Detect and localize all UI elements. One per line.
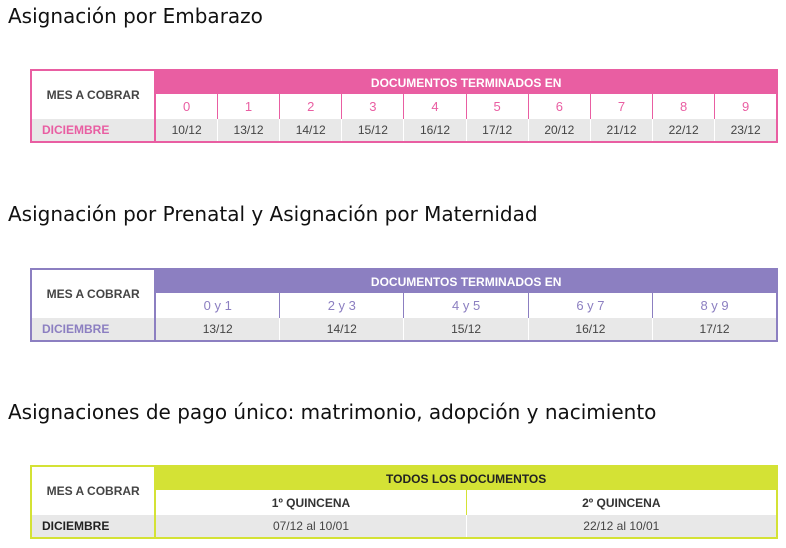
corner-label: MES A COBRAR bbox=[31, 466, 157, 515]
date-cell: 07/12 al 10/01 bbox=[155, 515, 467, 538]
table-header: DOCUMENTOS TERMINADOS EN bbox=[155, 70, 777, 94]
column-label: 4 bbox=[403, 94, 467, 119]
table-embarazo: MES A COBRAR DOCUMENTOS TERMINADOS EN 0 … bbox=[30, 69, 778, 143]
column-label: 8 bbox=[652, 94, 716, 119]
column-label: 8 y 9 bbox=[652, 293, 777, 318]
column-label: 9 bbox=[714, 94, 777, 119]
corner-label: MES A COBRAR bbox=[31, 70, 157, 119]
heading-asignacion-prenatal-maternidad: Asignación por Prenatal y Asignación por… bbox=[8, 202, 538, 226]
date-cell: 22/12 al 10/01 bbox=[466, 515, 778, 538]
column-label: 5 bbox=[466, 94, 529, 119]
column-label: 6 bbox=[528, 94, 591, 119]
column-label: 1 bbox=[217, 94, 281, 119]
column-label: 3 bbox=[341, 94, 405, 119]
column-label: 0 y 1 bbox=[155, 293, 281, 318]
column-label: 0 bbox=[155, 94, 218, 119]
month-label: DICIEMBRE bbox=[31, 318, 157, 341]
date-cell: 23/12 bbox=[714, 119, 778, 142]
date-cell: 10/12 bbox=[155, 119, 218, 142]
table-prenatal-maternidad: MES A COBRAR DOCUMENTOS TERMINADOS EN 0 … bbox=[30, 268, 778, 342]
column-label: 2 y 3 bbox=[279, 293, 405, 318]
date-cell: 22/12 bbox=[652, 119, 716, 142]
corner-label: MES A COBRAR bbox=[31, 269, 157, 318]
column-label: 4 y 5 bbox=[403, 293, 529, 318]
date-cell: 21/12 bbox=[590, 119, 654, 142]
month-label: DICIEMBRE bbox=[31, 119, 157, 142]
table-header: DOCUMENTOS TERMINADOS EN bbox=[155, 269, 777, 293]
table-row: DICIEMBRE 07/12 al 10/01 22/12 al 10/01 bbox=[31, 515, 778, 538]
heading-asignaciones-pago-unico: Asignaciones de pago único: matrimonio, … bbox=[8, 400, 657, 424]
date-cell: 17/12 bbox=[652, 318, 778, 341]
month-label: DICIEMBRE bbox=[31, 515, 157, 538]
table-header: TODOS LOS DOCUMENTOS bbox=[155, 466, 777, 490]
date-cell: 20/12 bbox=[528, 119, 591, 142]
date-cell: 15/12 bbox=[341, 119, 405, 142]
table-row: DICIEMBRE 10/12 13/12 14/12 15/12 16/12 … bbox=[31, 119, 778, 142]
date-cell: 14/12 bbox=[279, 318, 405, 341]
column-label: 7 bbox=[590, 94, 654, 119]
heading-asignacion-embarazo: Asignación por Embarazo bbox=[8, 4, 263, 28]
column-label: 2 bbox=[279, 94, 343, 119]
table-pago-unico: MES A COBRAR TODOS LOS DOCUMENTOS 1º QUI… bbox=[30, 465, 778, 539]
column-label: 1º QUINCENA bbox=[155, 490, 467, 515]
column-label: 6 y 7 bbox=[528, 293, 654, 318]
table-row: DICIEMBRE 13/12 14/12 15/12 16/12 17/12 bbox=[31, 318, 778, 341]
date-cell: 13/12 bbox=[155, 318, 281, 341]
column-label: 2º QUINCENA bbox=[466, 490, 777, 515]
date-cell: 13/12 bbox=[217, 119, 281, 142]
date-cell: 15/12 bbox=[403, 318, 529, 341]
date-cell: 17/12 bbox=[466, 119, 529, 142]
date-cell: 16/12 bbox=[403, 119, 467, 142]
date-cell: 14/12 bbox=[279, 119, 343, 142]
date-cell: 16/12 bbox=[528, 318, 654, 341]
